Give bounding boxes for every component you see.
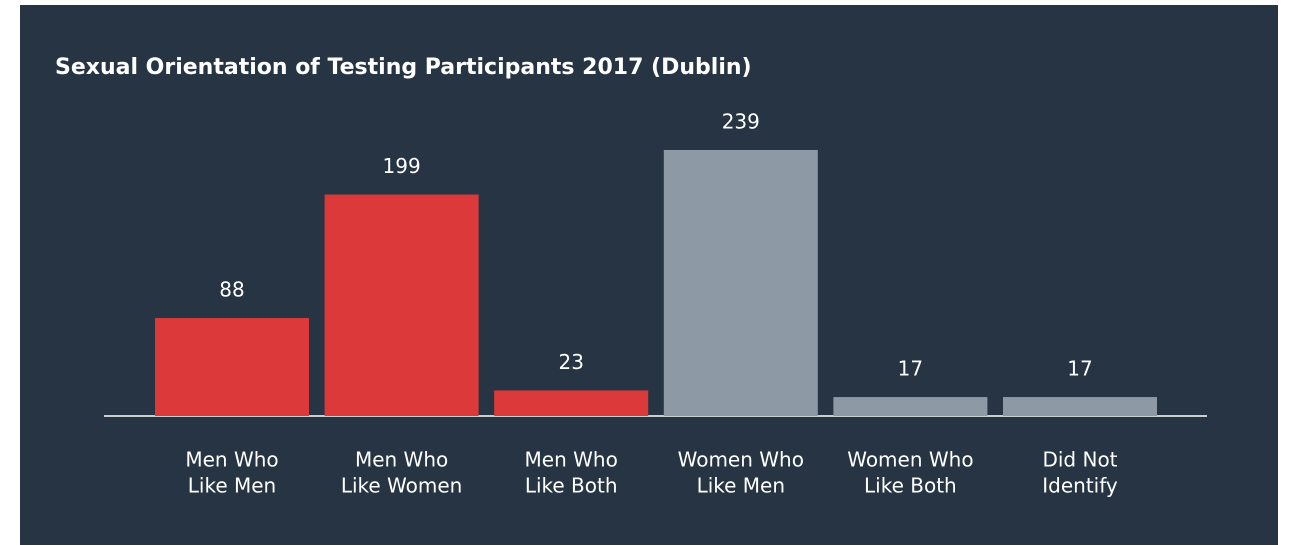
- value-label: 239: [722, 110, 760, 134]
- value-label: 88: [219, 278, 244, 302]
- bar: [155, 318, 309, 416]
- x-tick-label: Women Who: [847, 448, 973, 472]
- bar: [663, 150, 818, 416]
- x-tick-label: Like Both: [525, 474, 618, 498]
- bar: [324, 194, 479, 416]
- value-label: 17: [1067, 357, 1092, 381]
- x-tick-label: Like Men: [697, 474, 785, 498]
- x-tick-label: Men Who: [185, 448, 278, 472]
- x-tick-label: Identify: [1042, 474, 1118, 498]
- value-label: 23: [558, 350, 583, 374]
- x-tick-label: Did Not: [1042, 448, 1117, 472]
- x-tick-label: Like Men: [188, 474, 276, 498]
- x-tick-label: Women Who: [678, 448, 804, 472]
- x-tick-label: Men Who: [525, 448, 618, 472]
- panel: [20, 5, 1278, 545]
- bar: [833, 397, 988, 416]
- x-tick-label: Like Both: [864, 474, 957, 498]
- chart-title: Sexual Orientation of Testing Participan…: [55, 55, 752, 80]
- value-label: 17: [898, 357, 923, 381]
- bar: [494, 390, 649, 416]
- x-tick-label: Like Women: [341, 474, 463, 498]
- x-tick-label: Men Who: [355, 448, 448, 472]
- value-label: 199: [383, 154, 421, 178]
- bar: [1003, 397, 1157, 416]
